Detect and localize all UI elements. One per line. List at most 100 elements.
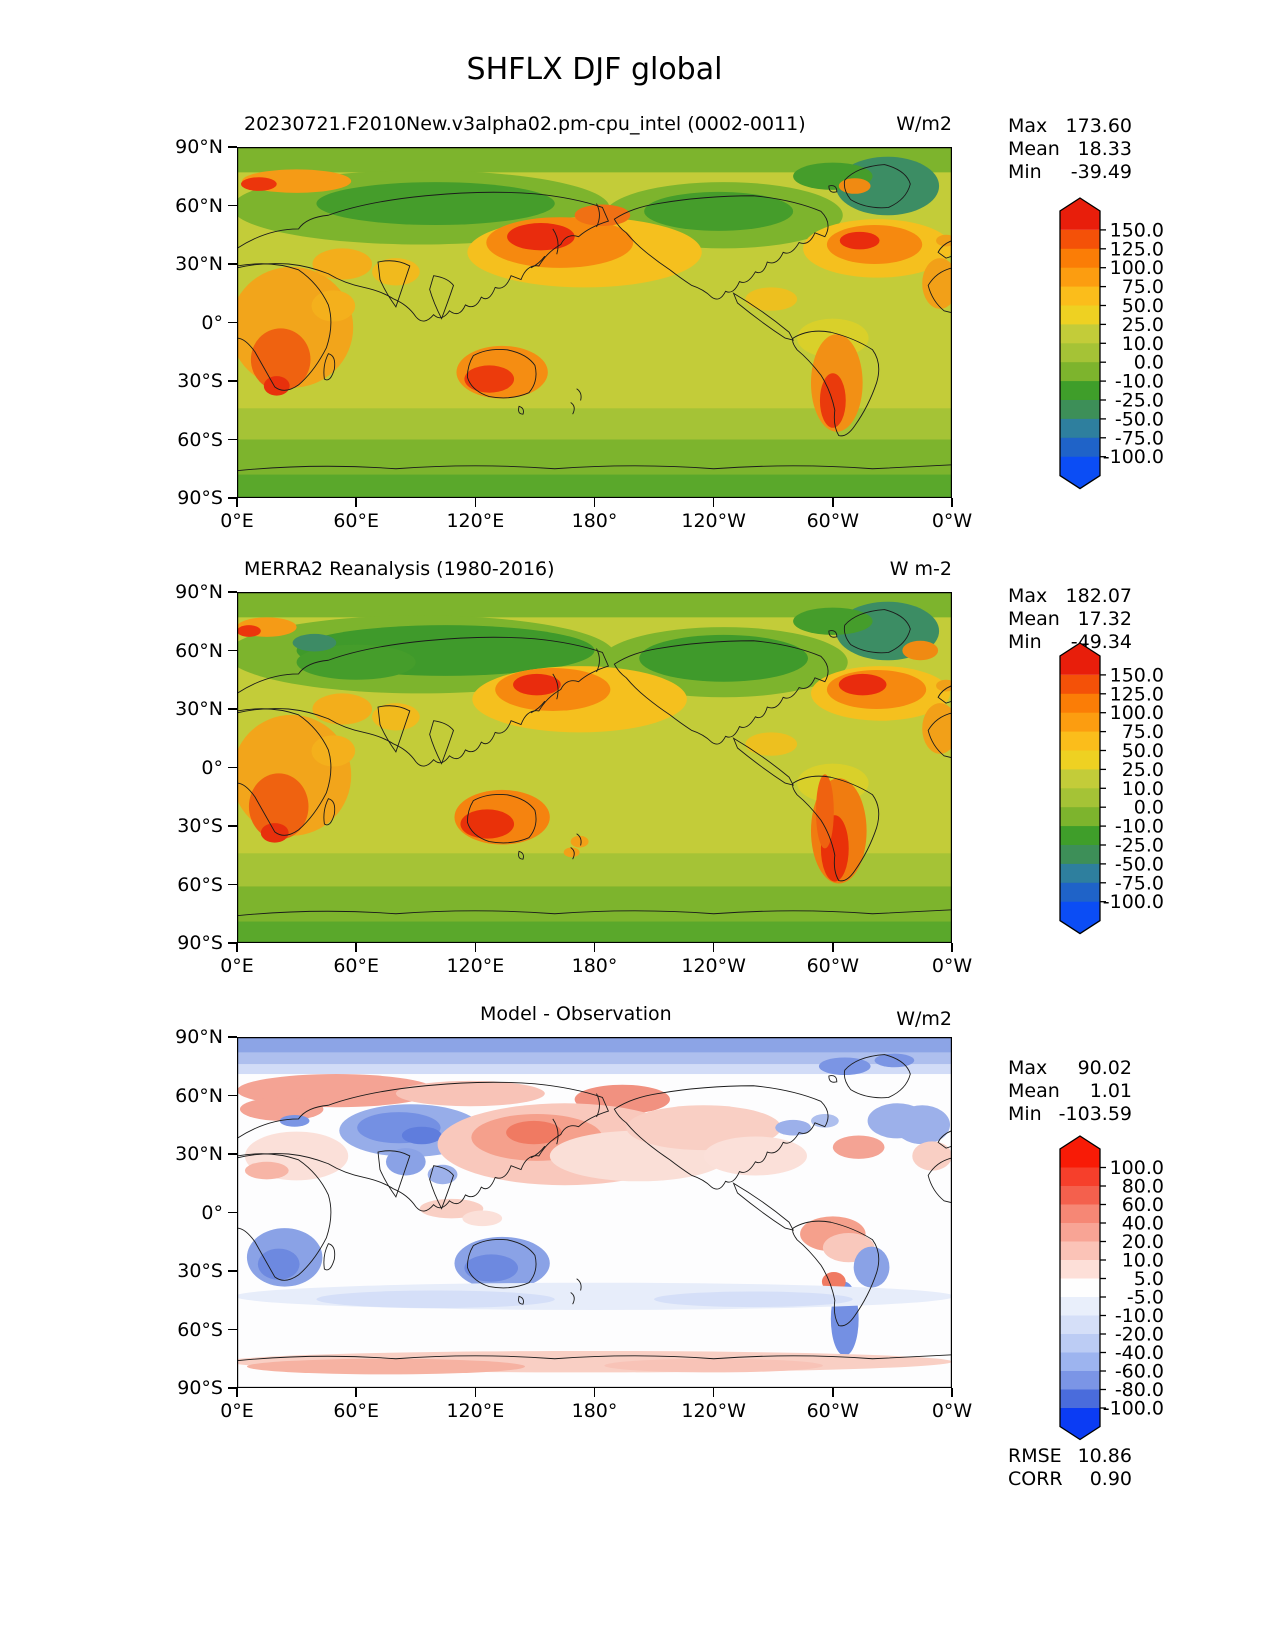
- coastline-path: [571, 1279, 581, 1304]
- stat-value: -39.49: [1070, 161, 1132, 183]
- colorbar-segment: [1060, 807, 1101, 827]
- stat-row: CORR 0.90: [1008, 1468, 1132, 1491]
- contour-fill-region: [385, 1148, 426, 1176]
- contour-fill-region: [263, 376, 290, 396]
- colorbar-tick-label: 100.0: [1110, 1157, 1164, 1179]
- stat-row: Min -39.49: [1008, 161, 1132, 184]
- coastline-path: [829, 186, 837, 193]
- colorbar-segment: [1060, 674, 1101, 695]
- contour-fill-region: [604, 1358, 823, 1373]
- lat-tick-label: 60°N: [175, 639, 223, 662]
- panel-units-model: W/m2: [896, 113, 952, 135]
- lat-tick-label: 0°: [201, 1201, 223, 1224]
- contour-fill-region: [703, 1136, 808, 1176]
- contour-fill-region: [401, 1126, 442, 1145]
- stat-row: Mean 1.01: [1008, 1080, 1132, 1103]
- contour-fill-region: [839, 231, 880, 250]
- colorbar-outline: [1059, 197, 1101, 490]
- contour-fill-region: [460, 809, 515, 839]
- contour-fill-region: [832, 1135, 885, 1159]
- lon-tick-label: 0°W: [931, 1400, 973, 1422]
- coastline-path: [237, 709, 331, 836]
- stat-label: Max: [1008, 115, 1048, 137]
- coastline-path: [938, 241, 952, 259]
- colorbar-segment: [1060, 248, 1101, 269]
- lat-tick-label: 90°N: [175, 1026, 223, 1048]
- contour-fill-region: [745, 732, 798, 756]
- contour-fill-region: [316, 1290, 555, 1309]
- colorbar-tick-label: 10.0: [1122, 1250, 1164, 1272]
- coastline-path: [237, 192, 608, 321]
- colorbar-tick-label: 25.0: [1122, 314, 1164, 336]
- contour-fill-region: [311, 735, 356, 767]
- lat-tick-mark: [228, 263, 237, 265]
- colorbar-segment: [1060, 1278, 1100, 1298]
- colorbar-segment: [1060, 693, 1101, 714]
- colorbar-tick-label: -10.0: [1115, 371, 1164, 393]
- colorbar-segment: [1060, 1389, 1100, 1409]
- stat-label: Max: [1008, 585, 1048, 607]
- coastline-path: [938, 686, 952, 704]
- colorbar-tick-label: 20.0: [1122, 1231, 1164, 1253]
- contour-fill-region: [936, 234, 952, 247]
- coastline-path: [571, 389, 581, 414]
- coastline-path: [430, 276, 454, 319]
- lat-tick-label: 30°N: [175, 253, 223, 275]
- lon-tick-label: 0°W: [931, 955, 973, 977]
- stat-value: 0.90: [1089, 1468, 1132, 1490]
- lon-tick-label: 60°E: [333, 1400, 379, 1422]
- lat-tick-label: 90°N: [175, 581, 223, 603]
- contour-fill-region: [427, 1164, 458, 1185]
- colorbar-tick-label: 100.0: [1110, 702, 1164, 724]
- colorbar-segment: [1060, 882, 1101, 903]
- colorbar-segment: [1060, 399, 1101, 420]
- coastline-path: [237, 465, 952, 471]
- colorbar-tick-label: 150.0: [1110, 219, 1164, 241]
- panel-units-diff: W/m2: [896, 1008, 952, 1030]
- lat-tick-label: 90°S: [177, 932, 223, 954]
- stat-value: 17.32: [1077, 608, 1132, 630]
- colorbar-arrow-over: [1060, 198, 1101, 230]
- coastline-path: [571, 834, 581, 859]
- contour-fill-region: [248, 773, 309, 840]
- colorbar-outline: [1059, 1135, 1101, 1441]
- stat-label: Mean: [1008, 138, 1060, 160]
- lat-tick-label: 90°N: [175, 136, 223, 158]
- contour-fill-region: [775, 1119, 811, 1136]
- coastline-path: [844, 610, 910, 653]
- lat-tick-mark: [228, 380, 237, 382]
- colorbar-segment: [1060, 437, 1101, 458]
- lat-tick-mark: [228, 825, 237, 827]
- coastline-path: [467, 794, 536, 842]
- coastline-path: [793, 776, 879, 881]
- contour-fill-region: [745, 287, 798, 311]
- coastline-path: [467, 1239, 536, 1287]
- coastline-path: [324, 799, 335, 825]
- lat-tick-mark: [228, 321, 237, 324]
- lon-tick-mark: [832, 943, 834, 952]
- lon-tick-mark: [355, 943, 357, 952]
- lon-tick-mark: [593, 943, 596, 952]
- lat-tick-label: 30°S: [177, 1260, 223, 1282]
- contour-fill-region: [574, 204, 631, 226]
- contour-fill-region: [292, 633, 337, 652]
- lat-tick-mark: [228, 942, 237, 944]
- colorbar-segment: [1060, 731, 1101, 751]
- lon-tick-label: 60°E: [333, 955, 379, 977]
- lon-tick-label: 180°: [571, 1400, 618, 1422]
- colorbar-tick-label: 100.0: [1110, 257, 1164, 279]
- lon-tick-mark: [951, 943, 953, 952]
- colorbar-segment: [1060, 844, 1101, 865]
- lon-tick-mark: [832, 1388, 834, 1397]
- coastline-path: [531, 204, 600, 268]
- colorbar-tick-label: 150.0: [1110, 664, 1164, 686]
- colorbar-segment: [1060, 362, 1101, 382]
- coastline-path: [938, 1131, 952, 1149]
- colorbar-arrow-under: [1060, 456, 1101, 489]
- stat-label: CORR: [1008, 1468, 1063, 1490]
- lat-tick-mark: [228, 1036, 237, 1038]
- map-frame: [237, 1037, 951, 1387]
- coastline-path: [378, 706, 410, 752]
- colorbar-tick-label: -25.0: [1115, 389, 1164, 411]
- coastline-path: [237, 1082, 608, 1211]
